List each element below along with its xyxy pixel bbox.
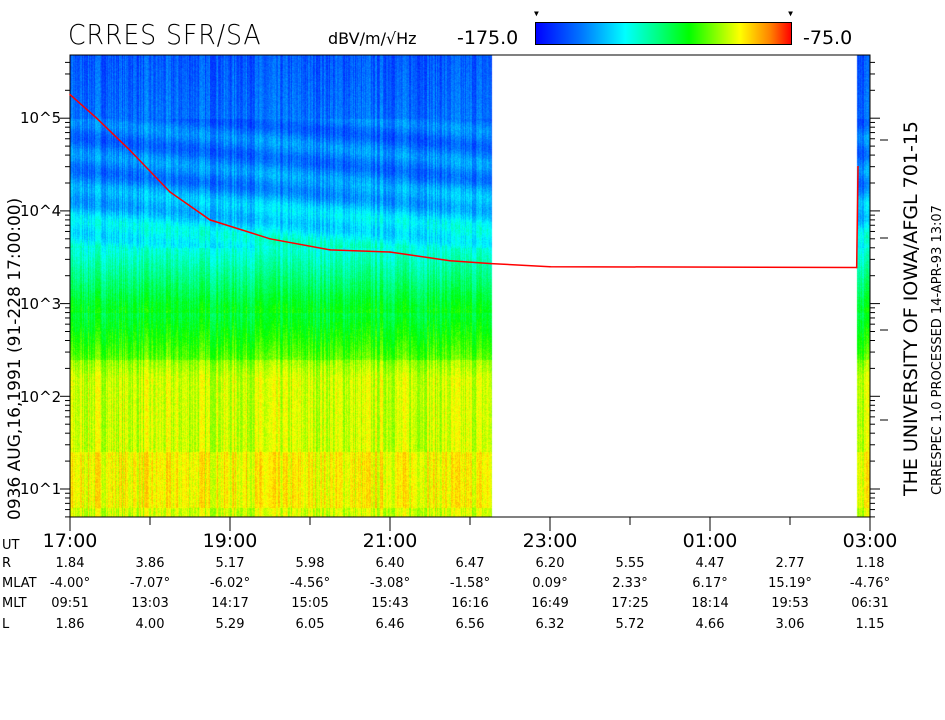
trace-point bbox=[490, 262, 493, 265]
x-tick-label: 03:00 bbox=[842, 530, 898, 552]
trace-point bbox=[449, 259, 451, 262]
ephemeris-value: 19:53 bbox=[771, 596, 809, 611]
ephemeris-value: -4.00° bbox=[49, 576, 91, 591]
ephemeris-value: 4.00 bbox=[135, 617, 165, 632]
colorbar-max-marker-icon: ▼ bbox=[788, 9, 793, 18]
trace-point bbox=[95, 117, 98, 119]
ephemeris-value: 17:25 bbox=[611, 596, 649, 611]
ephemeris-value: 1.84 bbox=[55, 556, 85, 571]
ephemeris-value: 6.20 bbox=[535, 556, 565, 571]
ephemeris-value: 6.40 bbox=[375, 556, 405, 571]
ephemeris-value: 6.47 bbox=[455, 556, 485, 571]
ephemeris-value: 16:16 bbox=[451, 596, 489, 611]
x-tick-label: 19:00 bbox=[202, 530, 258, 552]
ephemeris-value: 15:43 bbox=[371, 596, 409, 611]
ephemeris-value: 6.46 bbox=[375, 617, 405, 632]
ephemeris-value: 0.09° bbox=[532, 576, 568, 591]
ephemeris-value: 15.19° bbox=[768, 576, 812, 591]
x-tick-label: 17:00 bbox=[42, 530, 98, 552]
ephemeris-value: 6.56 bbox=[455, 617, 485, 632]
ephemeris-value: 6.32 bbox=[535, 617, 565, 632]
trace-point bbox=[855, 266, 858, 269]
ephemeris-value: 5.55 bbox=[615, 556, 645, 571]
y-tick-label-10-2: 10^2 bbox=[20, 388, 62, 406]
ephemeris-value: 1.86 bbox=[55, 617, 85, 632]
ephemeris-value: 5.17 bbox=[215, 556, 245, 571]
ephemeris-value: -4.76° bbox=[849, 576, 891, 591]
x-tick-label: 01:00 bbox=[682, 530, 738, 552]
trace-point bbox=[329, 249, 331, 251]
ephemeris-value: 5.29 bbox=[215, 617, 245, 632]
processing-label: CRRESPEC 1.0 PROCESSED 14-APR-93 13:07 bbox=[930, 205, 945, 495]
trace-point bbox=[269, 238, 271, 240]
ephemeris-value: 16:49 bbox=[531, 596, 569, 611]
trace-point bbox=[389, 251, 391, 253]
trace-point bbox=[69, 93, 71, 96]
ephemeris-value: 3.06 bbox=[775, 617, 805, 632]
x-tick-label: 23:00 bbox=[522, 530, 578, 552]
ephemeris-value: 2.33° bbox=[612, 576, 648, 591]
ephemeris-value: -4.56° bbox=[289, 576, 331, 591]
row-label: R bbox=[2, 556, 12, 571]
ephemeris-value: 5.72 bbox=[615, 617, 645, 632]
colorbar: ▼ ▼ bbox=[534, 9, 793, 45]
trace-point bbox=[129, 149, 131, 152]
ephemeris-value: 4.47 bbox=[695, 556, 725, 571]
date-label: 0936 AUG,16,1991 (91-228 17:00:00) bbox=[5, 197, 25, 520]
ephemeris-value: 15:05 bbox=[291, 596, 329, 611]
colorbar-units: dBV/m/√Hz bbox=[328, 29, 417, 48]
ephemeris-value: 13:03 bbox=[131, 596, 169, 611]
ephemeris-value: 5.98 bbox=[295, 556, 325, 571]
colorbar-min-marker-icon: ▼ bbox=[534, 9, 539, 18]
ephemeris-value: -7.07° bbox=[129, 576, 171, 591]
ephemeris-value: 1.15 bbox=[855, 617, 885, 632]
ephemeris-value: 4.66 bbox=[695, 617, 725, 632]
red-trace-line bbox=[69, 93, 859, 269]
ephemeris-value: 6.05 bbox=[295, 617, 325, 632]
ephemeris-value: 1.18 bbox=[855, 556, 885, 571]
colorbar-max: -75.0 bbox=[803, 27, 853, 49]
colorbar-min: -175.0 bbox=[457, 27, 519, 49]
institution-label: THE UNIVERSITY OF IOWA/AFGL 701-15 bbox=[900, 121, 922, 496]
row-label: L bbox=[2, 617, 10, 632]
row-label: MLAT bbox=[2, 576, 37, 591]
ephemeris-value: 06:31 bbox=[851, 596, 889, 611]
plot-title: CRRES SFR/SA bbox=[68, 18, 262, 51]
trace-point bbox=[169, 191, 171, 193]
ephemeris-value: 09:51 bbox=[51, 596, 89, 611]
trace-point bbox=[209, 219, 211, 221]
ephemeris-value: -3.08° bbox=[369, 576, 411, 591]
y-tick-label-10-5: 10^5 bbox=[20, 109, 62, 127]
ephemeris-value: 14:17 bbox=[211, 596, 249, 611]
ephemeris-value: 18:14 bbox=[691, 596, 729, 611]
row-label: MLT bbox=[2, 596, 27, 611]
trace-point bbox=[857, 165, 859, 168]
plot-frame bbox=[69, 54, 871, 518]
y-tick-label-10-1: 10^1 bbox=[20, 480, 62, 498]
y-tick-label-10-3: 10^3 bbox=[20, 295, 62, 313]
ephemeris-value: 3.86 bbox=[135, 556, 165, 571]
row-label: UT bbox=[2, 538, 20, 553]
ephemeris-value: 2.77 bbox=[775, 556, 805, 571]
ephemeris-value: -1.58° bbox=[449, 576, 491, 591]
ephemeris-value: 6.17° bbox=[692, 576, 728, 591]
x-tick-label: 21:00 bbox=[362, 530, 418, 552]
trace-point bbox=[549, 265, 551, 268]
y-tick-label-10-4: 10^4 bbox=[20, 202, 62, 220]
ephemeris-value: -6.02° bbox=[209, 576, 251, 591]
